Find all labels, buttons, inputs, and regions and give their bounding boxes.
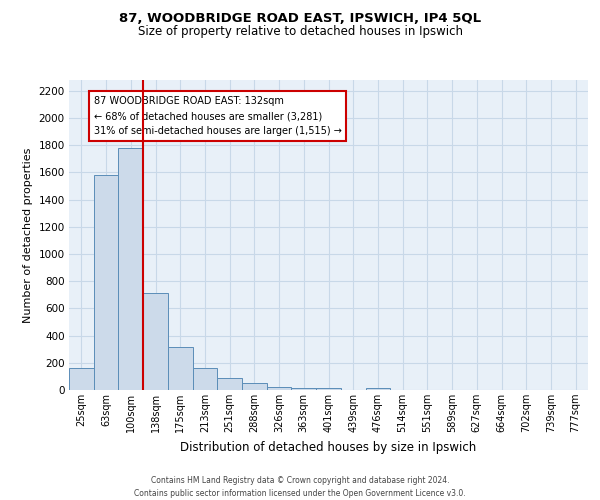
Bar	[168, 347, 193, 390]
Text: Size of property relative to detached houses in Ipswich: Size of property relative to detached ho…	[137, 25, 463, 38]
Text: Contains HM Land Registry data © Crown copyright and database right 2024.
Contai: Contains HM Land Registry data © Crown c…	[134, 476, 466, 498]
Bar	[316, 388, 341, 390]
Bar	[242, 383, 267, 390]
Bar	[292, 388, 316, 390]
Bar	[267, 386, 292, 390]
Bar	[193, 368, 217, 390]
X-axis label: Distribution of detached houses by size in Ipswich: Distribution of detached houses by size …	[181, 440, 476, 454]
Bar	[118, 148, 143, 390]
Text: 87 WOODBRIDGE ROAD EAST: 132sqm
← 68% of detached houses are smaller (3,281)
31%: 87 WOODBRIDGE ROAD EAST: 132sqm ← 68% of…	[94, 96, 341, 136]
Y-axis label: Number of detached properties: Number of detached properties	[23, 148, 33, 322]
Bar	[94, 175, 118, 390]
Text: 87, WOODBRIDGE ROAD EAST, IPSWICH, IP4 5QL: 87, WOODBRIDGE ROAD EAST, IPSWICH, IP4 5…	[119, 12, 481, 26]
Bar	[69, 368, 94, 390]
Bar	[143, 294, 168, 390]
Bar	[365, 388, 390, 390]
Bar	[217, 378, 242, 390]
